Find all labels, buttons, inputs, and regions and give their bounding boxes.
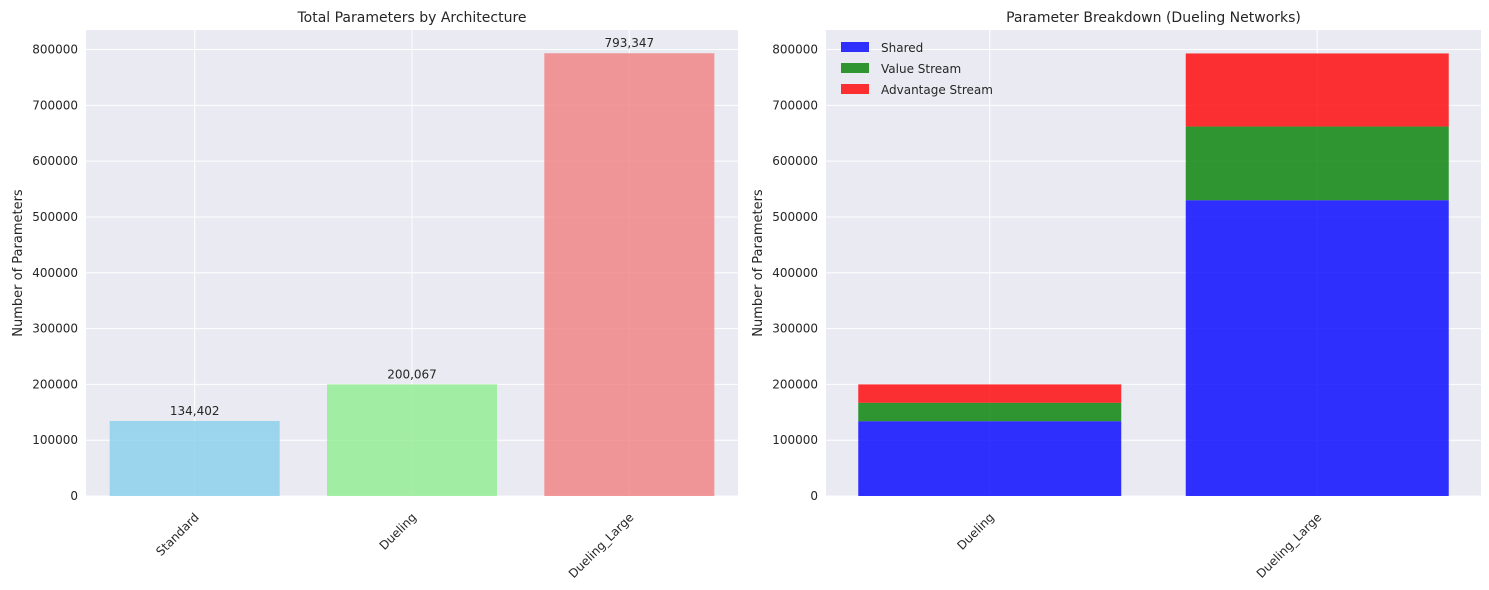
- bar-segment-value-stream: [858, 402, 1122, 422]
- x-tick-label: Dueling: [377, 510, 420, 553]
- x-tick-label: Dueling: [954, 510, 997, 553]
- x-tick-label: Dueling_Large: [566, 510, 637, 581]
- y-tick-label: 0: [810, 489, 818, 503]
- bar-standard: [109, 420, 280, 496]
- chart-title: Total Parameters by Architecture: [296, 10, 526, 26]
- y-tick-label: 300000: [772, 322, 818, 336]
- legend-swatch: [841, 84, 869, 94]
- y-tick-label: 0: [70, 489, 78, 503]
- y-tick-label: 400000: [32, 266, 78, 280]
- y-tick-label: 700000: [772, 98, 818, 112]
- y-tick-label: 600000: [32, 154, 78, 168]
- y-tick-label: 500000: [32, 210, 78, 224]
- bar-segment-shared: [1185, 200, 1449, 496]
- y-tick-label: 500000: [772, 210, 818, 224]
- y-tick-label: 600000: [772, 154, 818, 168]
- y-tick-label: 800000: [772, 43, 818, 57]
- bar-segment-advantage-stream: [858, 384, 1122, 403]
- bar-segment-value-stream: [1185, 126, 1449, 201]
- x-tick-label: Standard: [153, 510, 202, 559]
- y-tick-label: 400000: [772, 266, 818, 280]
- bar-dueling-large: [544, 53, 715, 497]
- y-axis-label: Number of Parameters: [751, 189, 766, 337]
- legend-label: Shared: [881, 41, 923, 55]
- bar-value-label: 134,402: [170, 404, 220, 418]
- legend-label: Value Stream: [881, 62, 961, 76]
- legend-swatch: [841, 63, 869, 73]
- y-tick-label: 800000: [32, 43, 78, 57]
- bar-segment-shared: [858, 421, 1122, 496]
- legend-label: Advantage Stream: [881, 83, 993, 97]
- bar-value-label: 200,067: [387, 367, 437, 381]
- x-tick-label: Dueling_Large: [1254, 510, 1325, 581]
- y-tick-label: 700000: [32, 98, 78, 112]
- y-axis-label: Number of Parameters: [11, 189, 26, 337]
- bar-segment-advantage-stream: [1185, 53, 1449, 127]
- bar-value-label: 793,347: [605, 36, 655, 50]
- y-tick-label: 200000: [32, 377, 78, 391]
- chart-title: Parameter Breakdown (Dueling Networks): [1006, 10, 1301, 26]
- bar-dueling: [327, 384, 497, 496]
- y-tick-label: 100000: [32, 433, 78, 447]
- legend-swatch: [841, 42, 869, 52]
- y-tick-label: 300000: [32, 322, 78, 336]
- y-tick-label: 200000: [772, 377, 818, 391]
- y-tick-label: 100000: [772, 433, 818, 447]
